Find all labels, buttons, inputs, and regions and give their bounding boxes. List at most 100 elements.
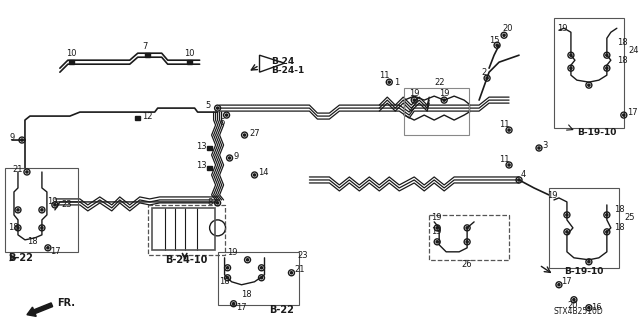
Circle shape [225, 114, 228, 116]
Text: 13: 13 [196, 142, 206, 151]
Circle shape [21, 139, 23, 141]
Text: 15: 15 [489, 36, 500, 45]
Circle shape [436, 227, 438, 229]
Circle shape [566, 231, 568, 233]
Circle shape [606, 214, 608, 216]
Text: 4: 4 [521, 170, 526, 180]
Bar [404, 88, 469, 135]
Circle shape [606, 231, 608, 233]
Text: 27: 27 [250, 129, 260, 137]
Text: 19: 19 [439, 89, 450, 98]
Text: 19: 19 [47, 197, 58, 206]
Circle shape [496, 44, 498, 46]
Circle shape [232, 303, 235, 305]
Text: 10: 10 [184, 49, 194, 58]
Text: 7: 7 [143, 42, 148, 51]
Circle shape [17, 227, 19, 229]
Circle shape [466, 241, 468, 243]
Text: 18: 18 [8, 223, 19, 232]
Text: B-22: B-22 [8, 253, 33, 263]
Circle shape [388, 81, 390, 83]
Text: 21: 21 [294, 265, 305, 274]
Bar [207, 166, 212, 170]
Circle shape [623, 114, 625, 116]
Circle shape [606, 54, 608, 56]
Circle shape [227, 267, 228, 269]
Circle shape [216, 107, 219, 109]
Text: 18: 18 [220, 277, 230, 286]
Text: 21: 21 [12, 166, 22, 174]
Bar [554, 18, 624, 128]
Text: 11: 11 [380, 70, 390, 80]
Circle shape [558, 284, 560, 286]
Bar [207, 146, 212, 150]
Circle shape [216, 202, 219, 204]
Text: 17: 17 [561, 277, 572, 286]
Text: 11: 11 [499, 155, 509, 165]
Text: 9: 9 [234, 152, 239, 160]
Circle shape [566, 214, 568, 216]
Circle shape [443, 99, 445, 101]
Text: 24: 24 [629, 46, 639, 55]
Text: 16: 16 [591, 303, 602, 312]
Text: 10: 10 [66, 49, 76, 58]
Text: 18: 18 [614, 205, 625, 214]
Circle shape [606, 67, 608, 69]
Circle shape [47, 247, 49, 249]
Text: B-19-10: B-19-10 [577, 128, 616, 137]
Circle shape [573, 299, 575, 301]
Text: 19: 19 [431, 213, 442, 222]
Text: 17: 17 [50, 247, 61, 256]
Text: 19: 19 [431, 227, 442, 236]
Bar [218, 252, 300, 305]
Circle shape [486, 77, 488, 79]
Text: B-24-1: B-24-1 [271, 66, 305, 75]
Text: 6: 6 [220, 118, 225, 127]
Circle shape [518, 179, 520, 181]
Circle shape [436, 241, 438, 243]
Circle shape [413, 99, 415, 101]
Circle shape [588, 261, 590, 263]
Text: 18: 18 [614, 223, 625, 232]
Circle shape [260, 277, 262, 279]
Text: 2: 2 [481, 68, 486, 77]
Text: 23: 23 [298, 251, 308, 260]
Circle shape [260, 267, 262, 269]
Circle shape [588, 307, 590, 309]
Circle shape [570, 54, 572, 56]
Circle shape [508, 129, 510, 131]
Circle shape [227, 277, 228, 279]
Text: 19: 19 [557, 24, 568, 33]
Text: 19: 19 [409, 89, 420, 98]
Circle shape [588, 84, 590, 86]
Text: 12: 12 [141, 112, 152, 121]
Bar [148, 205, 225, 255]
Text: 22: 22 [434, 78, 445, 87]
Circle shape [17, 209, 19, 211]
Text: 26: 26 [461, 260, 472, 269]
Text: 8: 8 [207, 198, 213, 207]
Text: STX4B2510D: STX4B2510D [554, 307, 604, 316]
Circle shape [26, 171, 28, 173]
Circle shape [508, 164, 510, 166]
Circle shape [41, 209, 43, 211]
Text: 18: 18 [27, 237, 38, 246]
Bar [152, 208, 214, 250]
Circle shape [41, 227, 43, 229]
Text: B-24-10: B-24-10 [164, 255, 207, 265]
Text: 13: 13 [196, 161, 206, 170]
Circle shape [54, 204, 56, 206]
Text: B-22: B-22 [269, 305, 294, 315]
Text: 20: 20 [502, 24, 513, 33]
Bar [145, 53, 150, 57]
Text: 17: 17 [627, 108, 637, 116]
Circle shape [291, 272, 292, 274]
Text: 18: 18 [617, 56, 627, 65]
Text: 3: 3 [542, 141, 547, 150]
Text: 18: 18 [241, 290, 252, 299]
Text: 23: 23 [62, 200, 72, 209]
Text: 19: 19 [228, 248, 238, 257]
Text: 5: 5 [205, 100, 211, 110]
FancyArrow shape [27, 303, 52, 316]
Text: 14: 14 [259, 168, 269, 177]
